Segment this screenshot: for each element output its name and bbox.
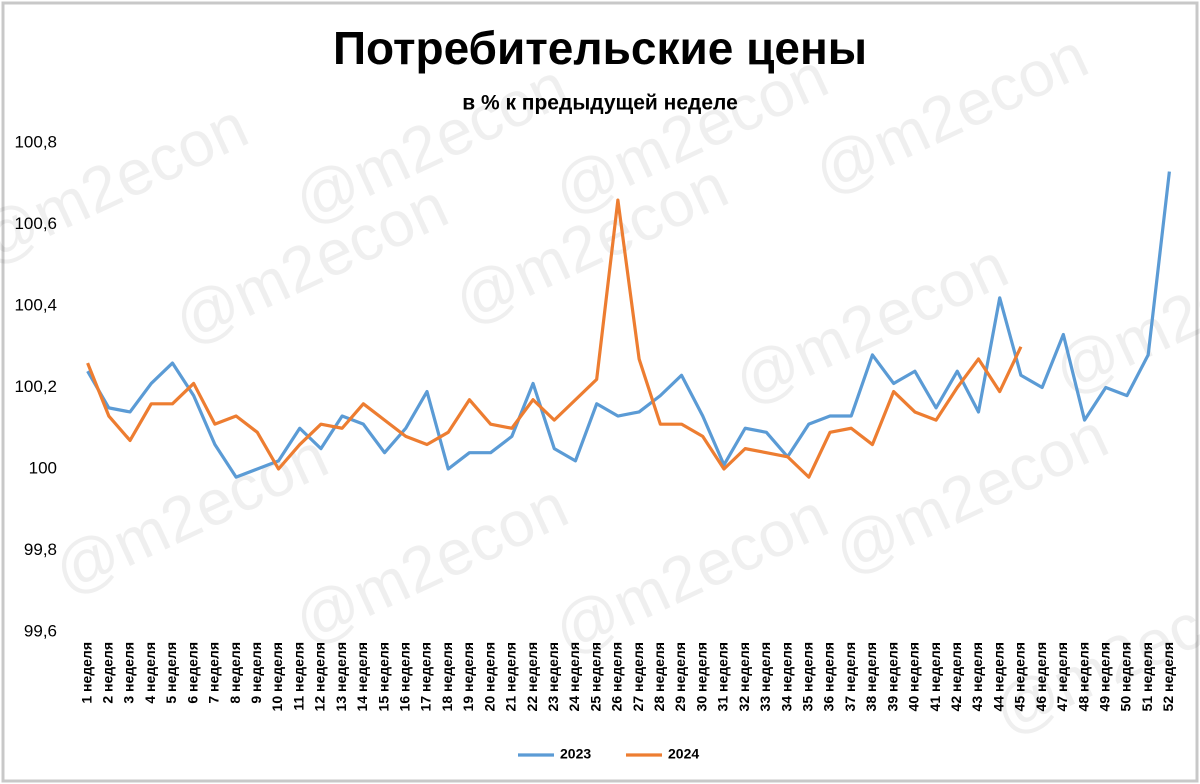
- x-tick-label: 35 неделя: [800, 642, 816, 711]
- x-tick-label: 4 неделя: [142, 642, 158, 704]
- line-series: [86, 171, 1171, 479]
- x-tick-label: 26 неделя: [609, 642, 625, 711]
- x-tick-label: 44 неделя: [990, 642, 1006, 711]
- y-tick-label: 100,4: [14, 295, 57, 314]
- x-tick-label: 47 неделя: [1054, 642, 1070, 711]
- y-tick-label: 99,6: [24, 621, 57, 640]
- x-tick-label: 30 неделя: [693, 642, 709, 711]
- x-tick-label: 25 неделя: [587, 642, 603, 711]
- y-tick-label: 100,2: [14, 377, 57, 396]
- x-tick-label: 3 неделя: [121, 642, 137, 704]
- x-tick-label: 9 неделя: [248, 642, 264, 704]
- legend-label: 2023: [560, 746, 591, 762]
- x-tick-label: 15 неделя: [375, 642, 391, 711]
- x-tick-label: 29 неделя: [672, 642, 688, 711]
- x-tick-label: 16 неделя: [396, 642, 412, 711]
- x-tick-label: 41 неделя: [927, 642, 943, 711]
- x-tick-label: 50 неделя: [1118, 642, 1134, 711]
- x-tick-label: 36 неделя: [821, 642, 837, 711]
- x-tick-label: 7 неделя: [206, 642, 222, 704]
- x-tick-label: 39 неделя: [884, 642, 900, 711]
- x-tick-label: 46 неделя: [1033, 642, 1049, 711]
- legend-label: 2024: [668, 746, 699, 762]
- x-tick-label: 33 неделя: [757, 642, 773, 711]
- x-tick-label: 17 неделя: [418, 642, 434, 711]
- y-tick-label: 100,8: [14, 132, 57, 151]
- x-tick-label: 28 неделя: [651, 642, 667, 711]
- x-tick-label: 6 неделя: [184, 642, 200, 704]
- x-tick-label: 2 неделя: [100, 642, 116, 704]
- x-tick-label: 24 неделя: [566, 642, 582, 711]
- x-tick-label: 21 неделя: [503, 642, 519, 711]
- x-tick-label: 13 неделя: [333, 642, 349, 711]
- chart-title: Потребительские цены: [333, 22, 867, 74]
- x-tick-label: 27 неделя: [630, 642, 646, 711]
- y-tick-label: 100: [29, 458, 57, 477]
- x-tick-label: 1 неделя: [78, 642, 94, 704]
- x-tick-label: 31 неделя: [715, 642, 731, 711]
- y-tick-label: 99,8: [24, 540, 57, 559]
- x-tick-label: 22 неделя: [524, 642, 540, 711]
- x-tick-label: 23 неделя: [545, 642, 561, 711]
- x-tick-label: 20 неделя: [481, 642, 497, 711]
- x-tick-label: 40 неделя: [906, 642, 922, 711]
- x-tick-label: 8 неделя: [227, 642, 243, 704]
- x-tick-label: 14 неделя: [354, 642, 370, 711]
- x-tick-label: 45 неделя: [1012, 642, 1028, 711]
- x-tick-label: 49 неделя: [1096, 642, 1112, 711]
- x-tick-label: 52 неделя: [1160, 642, 1176, 711]
- x-tick-label: 43 неделя: [969, 642, 985, 711]
- x-tick-label: 34 неделя: [778, 642, 794, 711]
- x-tick-label: 12 неделя: [312, 642, 328, 711]
- x-tick-label: 10 неделя: [269, 642, 285, 711]
- x-tick-label: 48 неделя: [1075, 642, 1091, 711]
- x-tick-label: 32 неделя: [736, 642, 752, 711]
- x-tick-label: 11 неделя: [290, 642, 306, 711]
- chart-subtitle: в % к предыдущей неделе: [462, 92, 738, 115]
- x-tick-label: 42 неделя: [948, 642, 964, 711]
- x-tick-label: 5 неделя: [163, 642, 179, 704]
- x-tick-label: 19 неделя: [460, 642, 476, 711]
- x-tick-label: 18 неделя: [439, 642, 455, 711]
- line-series: [86, 198, 1023, 479]
- y-tick-label: 100,6: [14, 214, 57, 233]
- x-tick-label: 38 неделя: [863, 642, 879, 711]
- x-tick-label: 37 неделя: [842, 642, 858, 711]
- x-tick-label: 51 неделя: [1139, 642, 1155, 711]
